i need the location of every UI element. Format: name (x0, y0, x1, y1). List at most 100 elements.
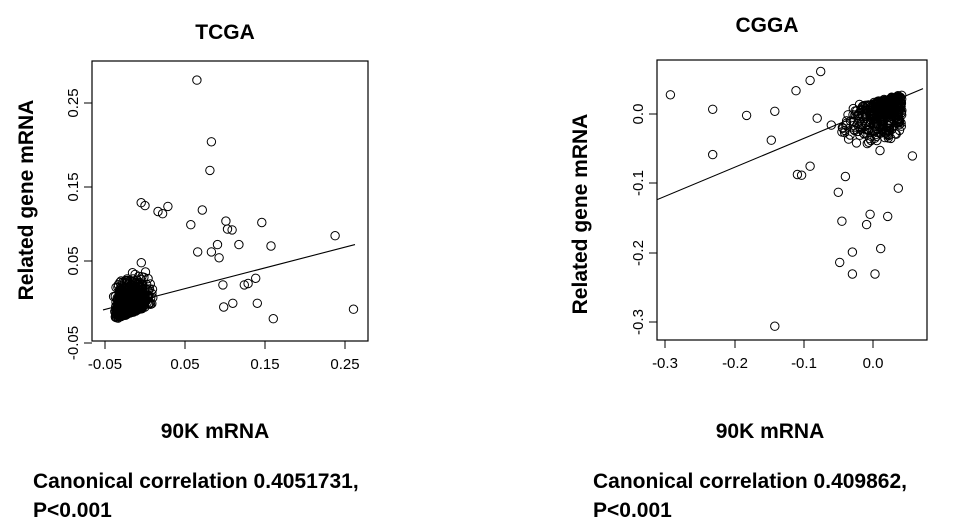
tcga-data-point (221, 216, 231, 226)
tcga-cloud-point (143, 273, 153, 284)
cgga-cloud-point (893, 95, 903, 105)
tcga-cloud-point (140, 283, 150, 294)
cgga-cloud-point (881, 128, 891, 139)
cgga-cloud-point (896, 121, 906, 131)
tcga-regression-line (102, 244, 356, 311)
cgga-data-point (833, 187, 843, 198)
tcga-data-point (157, 209, 168, 219)
tcga-data-point (206, 137, 217, 147)
cgga-cloud-point (884, 123, 894, 133)
cgga-cloud-point (843, 134, 854, 144)
cgga-data-point (840, 171, 851, 182)
cgga-data-point (865, 209, 875, 220)
cgga-data-point (816, 66, 826, 77)
cgga-cloud-point (894, 116, 905, 127)
cgga-data-point (907, 151, 918, 161)
tcga-data-point (212, 239, 223, 250)
tcga-data-point (193, 247, 203, 257)
tcga-cloud-point (127, 268, 138, 278)
tcga-data-point (192, 75, 202, 85)
tcga-cloud-point (120, 310, 131, 320)
cgga-data-point (792, 169, 803, 180)
cgga-data-point (766, 135, 776, 145)
tcga-data-point (222, 224, 233, 234)
cgga-cloud-point (885, 106, 895, 116)
cgga-cloud-point (855, 130, 865, 140)
tcga-data-point (330, 231, 340, 241)
cgga-data-point (665, 90, 676, 100)
tcga-data-point (266, 241, 276, 251)
tcga-cloud-point (114, 285, 125, 295)
cgga-data-point (883, 211, 893, 222)
cgga-x-axis-label: 90K mRNA (716, 420, 825, 443)
cgga-data-point (805, 161, 815, 171)
cgga-cloud-point (870, 116, 881, 126)
tcga-x-axis-label: 90K mRNA (161, 420, 270, 443)
tcga-data-point (251, 273, 261, 283)
tcga-data-point (218, 280, 228, 290)
tcga-data-point (234, 239, 244, 250)
tcga-scatter-panel: TCGA Related gene mRNA 90K mRNA -0.05 0.0… (15, 21, 369, 443)
cgga-cloud-point (845, 130, 855, 140)
cgga-data-point (893, 183, 903, 193)
cgga-data-point (837, 216, 847, 226)
cgga-data-point (708, 104, 718, 115)
tcga-x-tick-label: 0.05 (170, 356, 199, 373)
cgga-cloud-point (841, 118, 851, 129)
cgga-cloud-point (875, 145, 885, 156)
cgga-data-point (854, 99, 865, 110)
tcga-data-point (205, 165, 215, 176)
tcga-data-point (206, 247, 217, 257)
tcga-p-value-text: P<0.001 (33, 499, 112, 522)
cgga-cloud-point (882, 125, 892, 136)
tcga-data-point (219, 302, 229, 312)
tcga-data-point (243, 278, 253, 289)
tcga-cloud-point (131, 278, 141, 288)
tcga-data-point (252, 298, 262, 308)
tcga-data-point (186, 220, 196, 230)
cgga-cloud-point (892, 112, 902, 122)
tcga-correlation-caption: Canonical correlation 0.4051731, P<0.001 (33, 467, 359, 525)
tcga-data-point (163, 201, 173, 212)
cgga-cloud-point (861, 128, 871, 138)
cgga-data-point (861, 219, 872, 230)
cgga-cloud-point (888, 97, 898, 107)
tcga-cloud-point (140, 267, 151, 277)
tcga-data-point (136, 198, 146, 208)
cgga-data-point (876, 243, 886, 254)
tcga-data-point (153, 206, 163, 217)
cgga-y-tick-label: -0.1 (630, 170, 647, 196)
cgga-p-value-text: P<0.001 (593, 499, 672, 522)
tcga-cloud-point (136, 275, 146, 285)
tcga-cloud-point (129, 276, 140, 286)
chart-canvas: TCGA Related gene mRNA 90K mRNA -0.05 0.0… (15, 14, 928, 443)
tcga-cloud-point (142, 279, 152, 290)
tcga-data-point (228, 298, 238, 308)
cgga-data-point (791, 86, 801, 96)
cgga-data-point (805, 75, 815, 86)
cgga-y-tick-label: 0.0 (630, 104, 647, 125)
cgga-data-point (796, 170, 807, 180)
tcga-x-tick-label: -0.05 (88, 356, 122, 373)
cgga-scatter-panel: CGGA Related gene mRNA 90K mRNA -0.3 -0.2… (569, 14, 928, 443)
cgga-cloud-point (892, 106, 902, 116)
cgga-data-point (708, 149, 718, 160)
cgga-cloud-point (851, 138, 862, 148)
cgga-regression-line (657, 88, 924, 201)
tcga-x-tick-label: 0.15 (250, 356, 279, 373)
cgga-data-point (835, 257, 845, 268)
cgga-data-point (837, 127, 847, 137)
cgga-data-point (741, 110, 752, 121)
cgga-correlation-caption: Canonical correlation 0.409862, P<0.001 (593, 467, 907, 525)
tcga-y-axis-label: Related gene mRNA (15, 100, 38, 301)
cgga-cloud-point (879, 107, 890, 117)
tcga-data-point (257, 217, 267, 228)
cgga-data-point (847, 247, 858, 257)
cgga-cloud-point (864, 125, 874, 135)
tcga-data-point (214, 253, 224, 263)
tcga-cloud-point (135, 288, 145, 298)
tcga-data-point (348, 304, 359, 314)
cgga-x-tick-label: -0.3 (652, 355, 678, 372)
cgga-cloud-point (862, 124, 872, 134)
cgga-y-tick-label: -0.3 (630, 309, 647, 335)
